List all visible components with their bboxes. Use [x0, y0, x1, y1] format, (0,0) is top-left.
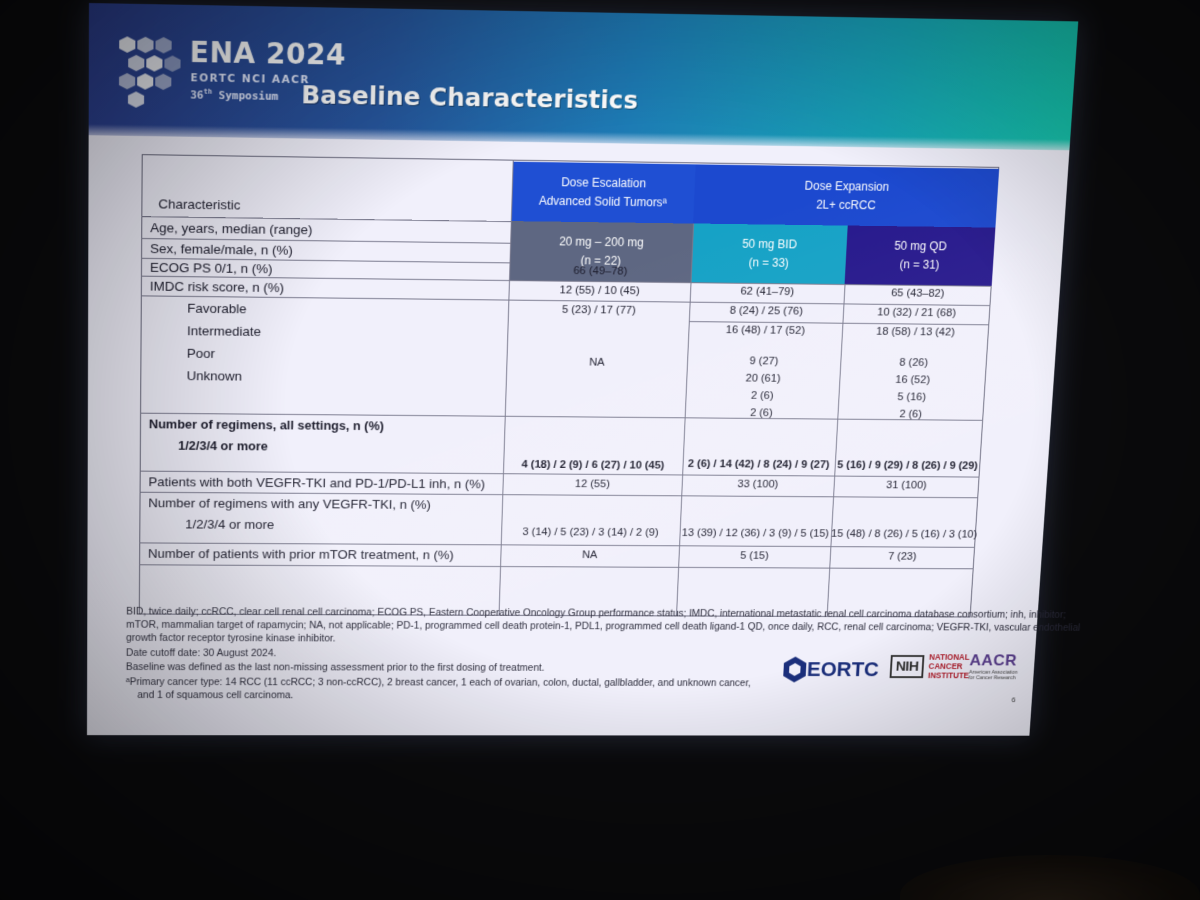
qd-dose-header: 50 mg QD (n = 31) — [844, 225, 996, 286]
row-label-ecog: ECOG PS 0/1, n (%) — [149, 259, 273, 277]
event-organizers: EORTC NCI AACR — [190, 72, 311, 87]
nih-mark: NIH — [889, 655, 925, 679]
nih-nci-logo: NIH NATIONAL CANCER INSTITUTE — [889, 652, 970, 680]
row-label-sex: Sex, female/male, n (%) — [150, 241, 293, 258]
row-label-intermediate: Intermediate — [186, 323, 262, 339]
page-number: 6 — [1011, 695, 1016, 704]
footnote-line: growth factor receptor tyrosine kinase i… — [126, 632, 336, 645]
expansion-header: Dose Expansion 2L+ ccRCC — [693, 164, 1000, 228]
characteristic-header: Characteristic — [158, 196, 241, 213]
eortc-logo: EORTC — [782, 656, 880, 684]
projected-slide: ENA 2024 EORTC NCI AACR 36th Symposium B… — [86, 3, 1081, 736]
aacr-subtitle: American Association for Cancer Research — [968, 669, 1018, 682]
cell-esc-regimens: 4 (18) / 2 (9) / 6 (27) / 10 (45) — [521, 459, 665, 472]
cell-bid-ecog: 16 (48) / 17 (52) — [725, 324, 806, 337]
row-label-regimens: Number of regimens, all settings, n (%) — [148, 416, 385, 434]
footnote-line: ᵃPrimary cancer type: 14 RCC (11 ccRCC; … — [125, 676, 752, 689]
row-label-both: Patients with both VEGFR-TKI and PD-1/PD… — [148, 474, 486, 492]
footnote-line: mTOR, mammalian target of rapamycin; NA,… — [126, 619, 1081, 634]
cell-bid-vegfr: 13 (39) / 12 (36) / 3 (9) / 5 (15) — [681, 527, 830, 540]
cell-esc-age: 66 (49–78) — [573, 265, 628, 278]
cell-bid-sex: 8 (24) / 25 (76) — [729, 305, 804, 318]
cell-bid-favorable: 9 (27) — [749, 355, 779, 368]
cell-qd-poor: 5 (16) — [897, 391, 927, 404]
event-symposium: 36th Symposium — [190, 87, 279, 103]
ena-hexagon-logo-icon — [119, 36, 181, 108]
cell-bid-both: 33 (100) — [737, 478, 779, 491]
cell-bid-unknown: 2 (6) — [749, 407, 773, 420]
cell-qd-ecog: 18 (58) / 13 (42) — [875, 326, 956, 339]
footnote-line: and 1 of squamous cell carcinoma. — [137, 689, 294, 701]
cell-qd-unknown: 2 (6) — [899, 408, 923, 421]
cell-esc-imdc: NA — [589, 356, 605, 369]
cell-qd-favorable: 8 (26) — [899, 357, 929, 369]
cell-qd-regimens: 5 (16) / 9 (29) / 8 (26) / 9 (29) — [836, 459, 979, 472]
cell-qd-both: 31 (100) — [885, 479, 927, 492]
cell-qd-vegfr: 15 (48) / 8 (26) / 5 (16) / 3 (10) — [830, 528, 978, 541]
row-label-unknown: Unknown — [186, 368, 243, 384]
cell-qd-intermediate: 16 (52) — [895, 374, 931, 387]
cell-qd-sex: 10 (32) / 21 (68) — [876, 306, 957, 320]
footnote-line: BID, twice daily; ccRCC, clear cell rena… — [126, 605, 1067, 621]
audience-head — [900, 855, 1200, 900]
row-sublabel-vegfr: 1/2/3/4 or more — [185, 516, 275, 532]
slide-title: Baseline Characteristics — [301, 80, 639, 115]
row-label-favorable: Favorable — [187, 300, 247, 317]
escalation-header: Dose Escalation Advanced Solid Tumorsᵃ — [510, 161, 696, 224]
bid-dose-header: 50 mg BID (n = 33) — [690, 223, 848, 285]
cell-esc-both: 12 (55) — [574, 478, 611, 491]
aacr-logo: AACR American Association for Cancer Res… — [968, 652, 1019, 682]
nci-text: NATIONAL CANCER INSTITUTE — [927, 652, 970, 680]
footnote-line: Baseline was defined as the last non-mis… — [125, 661, 545, 674]
cell-bid-age: 62 (41–79) — [740, 285, 795, 299]
eortc-logo-text: EORTC — [806, 657, 880, 681]
cell-esc-mtor: NA — [581, 549, 598, 561]
row-label-age: Age, years, median (range) — [150, 220, 313, 238]
aacr-mark: AACR — [969, 651, 1018, 670]
row-label-mtor: Number of patients with prior mTOR treat… — [147, 546, 455, 563]
row-label-vegfr: Number of regimens with any VEGFR-TKI, n… — [148, 495, 432, 512]
footnote-line: Date cutoff date: 30 August 2024. — [125, 647, 277, 660]
row-sublabel-regimens: 1/2/3/4 or more — [178, 438, 268, 454]
cell-esc-vegfr: 3 (14) / 5 (23) / 3 (14) / 2 (9) — [522, 526, 659, 539]
cell-bid-poor: 2 (6) — [750, 390, 774, 402]
cell-bid-regimens: 2 (6) / 14 (42) / 8 (24) / 9 (27) — [687, 458, 830, 471]
eortc-mark-icon — [782, 656, 807, 683]
cell-qd-age: 65 (43–82) — [890, 287, 945, 300]
event-title: ENA 2024 — [189, 35, 347, 72]
cell-esc-ecog: 5 (23) / 17 (77) — [561, 304, 636, 317]
row-label-poor: Poor — [186, 345, 216, 361]
cell-bid-mtor: 5 (15) — [739, 550, 769, 562]
cell-bid-intermediate: 20 (61) — [745, 372, 781, 385]
cell-esc-sex: 12 (55) / 10 (45) — [559, 284, 640, 298]
cell-qd-mtor: 7 (23) — [887, 551, 917, 563]
row-label-imdc: IMDC risk score, n (%) — [149, 278, 285, 296]
